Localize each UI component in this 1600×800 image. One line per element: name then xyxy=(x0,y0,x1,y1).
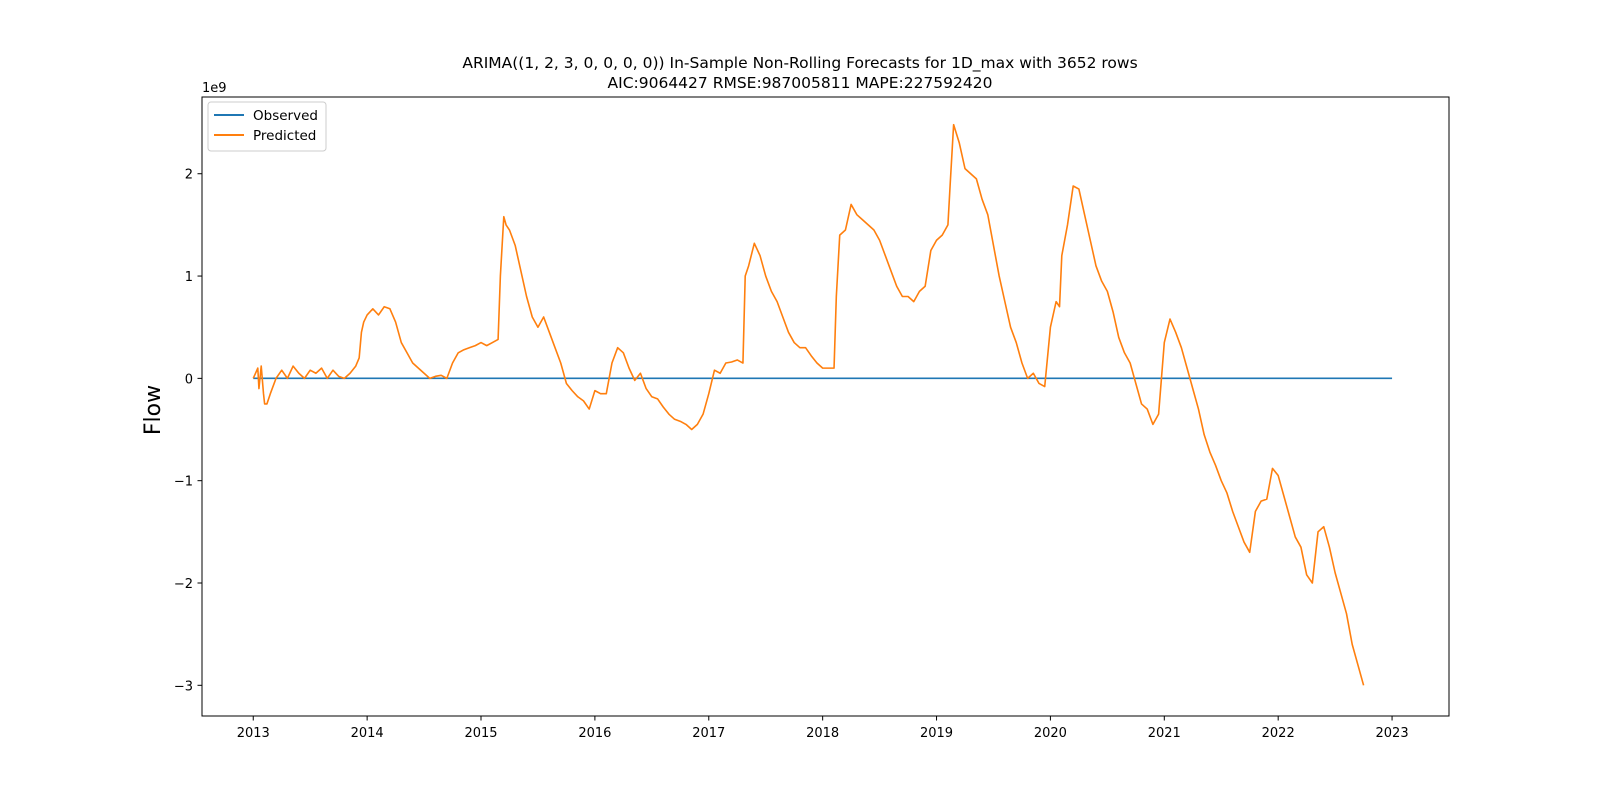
series-layer xyxy=(252,123,1393,686)
y-tick-label: 2 xyxy=(185,168,193,183)
legend-label-observed: Observed xyxy=(253,108,318,124)
x-tick-label: 2019 xyxy=(920,726,953,741)
y-tick-label: −2 xyxy=(174,577,193,592)
x-tick-label: 2013 xyxy=(237,726,270,741)
x-tick-label: 2020 xyxy=(1034,726,1067,741)
x-tick-label: 2015 xyxy=(464,726,497,741)
y-tick-label: −3 xyxy=(174,679,193,694)
x-tick-label: 2017 xyxy=(692,726,725,741)
x-axis-ticks: 2013 2014 2015 2016 2017 2018 2019 2020 2021 2022… xyxy=(237,716,1409,741)
x-tick-label: 2021 xyxy=(1148,726,1181,741)
y-tick-label: 1 xyxy=(185,270,193,285)
y-axis-label: Flow xyxy=(141,385,166,435)
x-tick-label: 2014 xyxy=(351,726,384,741)
x-tick-label: 2022 xyxy=(1262,726,1295,741)
y-offset-label: 1e9 xyxy=(202,81,227,96)
x-tick-label: 2016 xyxy=(578,726,611,741)
x-tick-label: 2018 xyxy=(806,726,839,741)
series-line-predicted xyxy=(252,123,1365,686)
legend: Observed Predicted xyxy=(207,101,327,152)
chart-subtitle: AIC:9064427 RMSE:987005811 MAPE:22759242… xyxy=(608,74,993,92)
chart-title: ARIMA((1, 2, 3, 0, 0, 0, 0)) In-Sample N… xyxy=(462,54,1137,73)
plot-frame xyxy=(201,96,1450,717)
y-axis-ticks: −3 −2 −1 0 1 2 xyxy=(174,168,202,694)
x-tick-label: 2023 xyxy=(1376,726,1409,741)
y-tick-label: −1 xyxy=(174,475,193,490)
y-tick-label: 0 xyxy=(185,372,193,387)
legend-label-predicted: Predicted xyxy=(253,128,316,144)
